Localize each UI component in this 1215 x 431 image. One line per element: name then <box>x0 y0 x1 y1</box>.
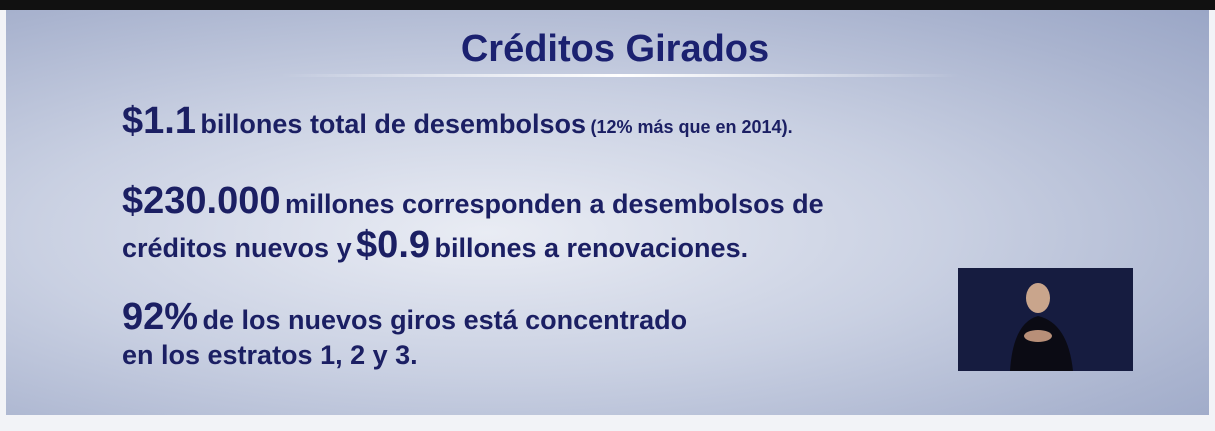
text: millones corresponden a desembolsos de <box>285 189 824 219</box>
text: de los nuevos giros está concentrado <box>203 305 688 335</box>
highlight-number: $230.000 <box>122 180 281 222</box>
title-glow <box>280 74 960 77</box>
text: créditos nuevos y <box>122 233 352 263</box>
hands <box>1024 330 1052 342</box>
slide-title: Créditos Girados <box>0 28 1215 71</box>
item: $1.1 billones total de desembolsos (12% … <box>122 100 793 144</box>
note: (12% más que en 2014). <box>590 117 792 137</box>
highlight-number: $1.1 <box>122 100 196 142</box>
highlight-number: 92% <box>122 296 198 338</box>
text: en los estratos 1, 2 y 3. <box>122 340 418 370</box>
interpreter-video <box>958 268 1133 371</box>
item: $230.000 millones corresponden a desembo… <box>122 180 824 267</box>
head <box>1026 283 1050 313</box>
top-bar <box>0 0 1215 10</box>
text: billones total de desembolsos <box>200 109 586 139</box>
screen: Créditos Girados $1.1 billones total de … <box>0 0 1215 431</box>
text: billones a renovaciones. <box>434 233 748 263</box>
highlight-number: $0.9 <box>356 224 430 266</box>
item: 92% de los nuevos giros está concentrado… <box>122 296 687 371</box>
